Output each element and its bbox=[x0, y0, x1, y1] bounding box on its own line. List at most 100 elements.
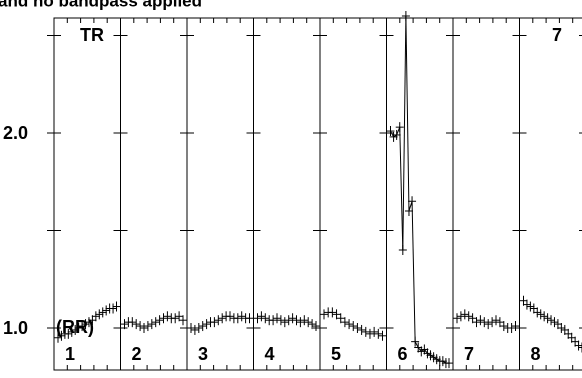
data-point bbox=[296, 317, 305, 328]
data-line bbox=[396, 126, 401, 136]
data-point bbox=[332, 309, 341, 320]
panel-label: 3 bbox=[198, 344, 208, 364]
data-point bbox=[214, 315, 223, 326]
data-point bbox=[245, 313, 254, 324]
data-point bbox=[128, 317, 137, 328]
data-point bbox=[304, 317, 313, 328]
data-point bbox=[78, 321, 87, 332]
data-point bbox=[218, 313, 227, 324]
data-line bbox=[405, 15, 410, 212]
data-point bbox=[91, 311, 100, 322]
data-point bbox=[472, 317, 481, 328]
data-line bbox=[433, 356, 437, 360]
data-point bbox=[276, 315, 285, 326]
data-point bbox=[507, 323, 516, 333]
data-point bbox=[202, 319, 211, 330]
data-point bbox=[553, 319, 562, 330]
data-point bbox=[57, 330, 66, 341]
y-tick-label: 1.0 bbox=[3, 318, 28, 338]
data-point bbox=[67, 326, 76, 337]
corner-label-right: 7 bbox=[552, 25, 562, 45]
data-point bbox=[54, 332, 62, 343]
data-point bbox=[88, 315, 97, 326]
data-point bbox=[143, 321, 152, 332]
data-point bbox=[175, 311, 184, 322]
data-point bbox=[353, 323, 362, 333]
data-point bbox=[540, 311, 549, 322]
data-point bbox=[140, 323, 148, 333]
data-point bbox=[64, 328, 73, 339]
data-point bbox=[328, 307, 337, 318]
data-point bbox=[257, 311, 266, 322]
data-point bbox=[190, 324, 199, 335]
data-point bbox=[179, 315, 187, 326]
data-point bbox=[357, 324, 366, 335]
data-point bbox=[284, 315, 293, 326]
data-point bbox=[300, 315, 309, 326]
data-point bbox=[261, 313, 270, 324]
data-line bbox=[417, 347, 422, 352]
data-point bbox=[163, 311, 172, 322]
data-point bbox=[340, 317, 349, 328]
data-point bbox=[543, 313, 552, 324]
chart-title: and no bandpass applied bbox=[0, 0, 202, 10]
panel-label: 8 bbox=[531, 344, 541, 364]
corner-label-tr: TR bbox=[80, 25, 104, 45]
data-point bbox=[476, 315, 485, 326]
data-point bbox=[120, 319, 129, 330]
data-point bbox=[511, 321, 520, 332]
y-axis-label: (RR) bbox=[56, 317, 94, 337]
y-tick-labels: 1.0 2.0 bbox=[3, 123, 28, 338]
data-point bbox=[280, 317, 289, 328]
data-points bbox=[54, 11, 582, 369]
data-point bbox=[378, 330, 387, 341]
data-point bbox=[109, 303, 118, 314]
data-point bbox=[198, 321, 207, 332]
data-line bbox=[408, 201, 413, 212]
data-point bbox=[564, 328, 573, 339]
data-point bbox=[194, 323, 203, 333]
data-point bbox=[98, 307, 107, 318]
data-point bbox=[536, 309, 545, 320]
data-point bbox=[349, 321, 358, 332]
data-point bbox=[488, 317, 497, 328]
data-point bbox=[132, 319, 141, 330]
data-point bbox=[533, 307, 542, 318]
data-point bbox=[464, 311, 473, 322]
data-point bbox=[292, 315, 301, 326]
data-point bbox=[480, 317, 489, 328]
data-point bbox=[484, 319, 493, 330]
data-line bbox=[393, 134, 397, 138]
data-point bbox=[95, 309, 104, 320]
data-point bbox=[456, 311, 465, 322]
data-point bbox=[210, 317, 219, 328]
data-point bbox=[253, 313, 262, 324]
data-point bbox=[560, 324, 569, 335]
data-point bbox=[112, 301, 121, 312]
data-point bbox=[147, 319, 156, 330]
panel-label: 7 bbox=[464, 344, 474, 364]
panel-label: 2 bbox=[132, 344, 142, 364]
data-point bbox=[288, 313, 297, 324]
data-line bbox=[421, 349, 425, 352]
panel-label: 4 bbox=[265, 344, 275, 364]
data-point bbox=[308, 319, 317, 330]
data-line bbox=[402, 15, 407, 251]
data-point bbox=[74, 323, 83, 333]
data-line bbox=[430, 354, 434, 358]
data-point bbox=[574, 340, 582, 351]
data-line bbox=[414, 341, 419, 348]
data-point bbox=[361, 326, 370, 337]
panel-borders bbox=[120, 18, 520, 370]
data-point bbox=[550, 317, 559, 328]
data-point bbox=[233, 313, 242, 324]
data-point bbox=[468, 313, 477, 324]
panel-labels: 1 2 3 4 5 6 7 8 bbox=[65, 344, 541, 364]
data-point bbox=[526, 301, 535, 312]
data-point bbox=[336, 313, 345, 324]
data-point bbox=[547, 315, 556, 326]
data-point bbox=[370, 326, 379, 337]
data-line bbox=[399, 127, 404, 251]
data-point bbox=[151, 317, 160, 328]
